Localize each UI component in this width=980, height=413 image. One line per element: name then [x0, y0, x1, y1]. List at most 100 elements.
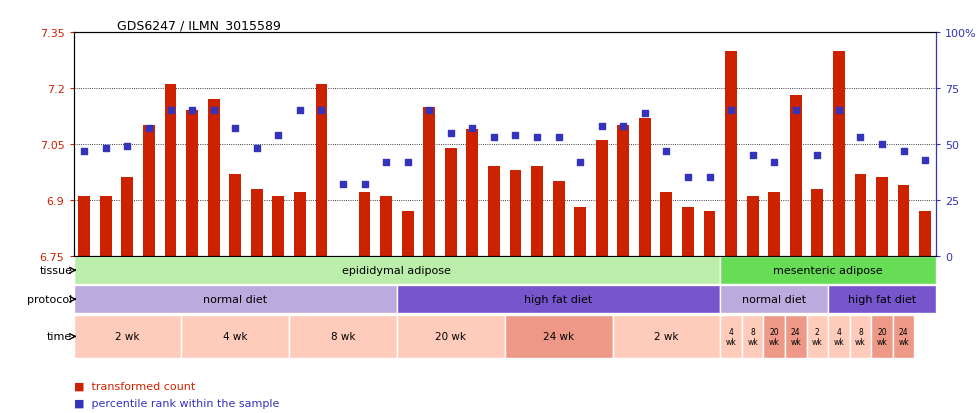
Bar — [316, 85, 327, 256]
Text: 8
wk: 8 wk — [856, 327, 865, 346]
Bar — [574, 208, 586, 256]
Text: GDS6247 / ILMN_3015589: GDS6247 / ILMN_3015589 — [117, 19, 280, 32]
Bar — [720, 315, 742, 358]
Bar — [704, 211, 715, 256]
Text: protocol: protocol — [27, 294, 73, 304]
Point — [702, 175, 717, 181]
Text: 2 wk: 2 wk — [655, 332, 678, 342]
Text: 8
wk: 8 wk — [748, 327, 758, 346]
Bar — [768, 193, 780, 256]
Bar — [359, 193, 370, 256]
Bar — [466, 130, 478, 256]
Point — [529, 135, 545, 141]
Bar — [74, 285, 397, 313]
Point — [98, 146, 114, 152]
Point — [680, 175, 696, 181]
Text: 4
wk: 4 wk — [834, 327, 844, 346]
Point — [917, 157, 933, 164]
Point — [141, 126, 157, 132]
Text: 2 wk: 2 wk — [116, 332, 139, 342]
Bar — [720, 285, 828, 313]
Bar — [855, 174, 866, 256]
Point — [508, 132, 523, 139]
Point — [227, 126, 243, 132]
Bar — [785, 315, 807, 358]
Bar — [871, 315, 893, 358]
Point — [270, 132, 286, 139]
Point — [874, 141, 890, 148]
Bar — [833, 52, 845, 256]
Text: 4
wk: 4 wk — [726, 327, 736, 346]
Bar — [181, 315, 289, 358]
Point — [853, 135, 868, 141]
Bar — [763, 315, 785, 358]
Bar — [811, 189, 823, 256]
Bar — [208, 100, 220, 256]
Text: 4 wk: 4 wk — [222, 332, 247, 342]
Bar — [747, 197, 759, 256]
Bar — [661, 193, 672, 256]
Point — [594, 123, 610, 130]
Bar — [100, 197, 112, 256]
Text: 24 wk: 24 wk — [543, 332, 574, 342]
Bar — [893, 315, 914, 358]
Bar — [294, 193, 306, 256]
Bar — [186, 111, 198, 256]
Text: 20
wk: 20 wk — [769, 327, 779, 346]
Bar — [639, 119, 651, 256]
Bar — [612, 315, 720, 358]
Text: 20 wk: 20 wk — [435, 332, 466, 342]
Text: ■  percentile rank within the sample: ■ percentile rank within the sample — [74, 398, 279, 408]
Point — [809, 152, 825, 159]
Point — [335, 181, 351, 188]
Bar — [725, 52, 737, 256]
Point — [163, 108, 178, 114]
Bar — [289, 315, 397, 358]
Point — [249, 146, 265, 152]
Point — [76, 148, 92, 154]
Text: 8 wk: 8 wk — [330, 332, 355, 342]
Bar — [553, 182, 564, 256]
Bar — [919, 211, 931, 256]
Bar — [74, 315, 181, 358]
Text: 2
wk: 2 wk — [812, 327, 822, 346]
Text: normal diet: normal diet — [203, 294, 268, 304]
Point — [184, 108, 200, 114]
Bar — [807, 315, 828, 358]
Point — [465, 126, 480, 132]
Text: ■  transformed count: ■ transformed count — [74, 381, 195, 391]
Bar — [272, 197, 284, 256]
Bar — [488, 167, 500, 256]
Point — [637, 110, 653, 116]
Text: time: time — [47, 332, 73, 342]
Bar — [898, 185, 909, 256]
Point — [896, 148, 911, 154]
Point — [443, 130, 459, 137]
Bar — [380, 197, 392, 256]
Point — [723, 108, 739, 114]
Bar — [876, 178, 888, 256]
Text: mesenteric adipose: mesenteric adipose — [773, 266, 883, 275]
Point — [831, 108, 847, 114]
Text: tissue: tissue — [39, 266, 73, 275]
Text: 24
wk: 24 wk — [899, 327, 908, 346]
Point — [766, 159, 782, 166]
Bar — [828, 315, 850, 358]
Point — [745, 152, 760, 159]
Bar — [445, 148, 457, 256]
Point — [551, 135, 566, 141]
Bar — [828, 285, 936, 313]
Bar — [423, 107, 435, 256]
Bar — [251, 189, 263, 256]
Bar — [742, 315, 763, 358]
Point — [572, 159, 588, 166]
Bar — [143, 126, 155, 256]
Text: epididymal adipose: epididymal adipose — [342, 266, 452, 275]
Text: 20
wk: 20 wk — [877, 327, 887, 346]
Point — [206, 108, 221, 114]
Text: 24
wk: 24 wk — [791, 327, 801, 346]
Bar — [402, 211, 414, 256]
Text: normal diet: normal diet — [742, 294, 807, 304]
Bar — [74, 256, 720, 285]
Point — [378, 159, 394, 166]
